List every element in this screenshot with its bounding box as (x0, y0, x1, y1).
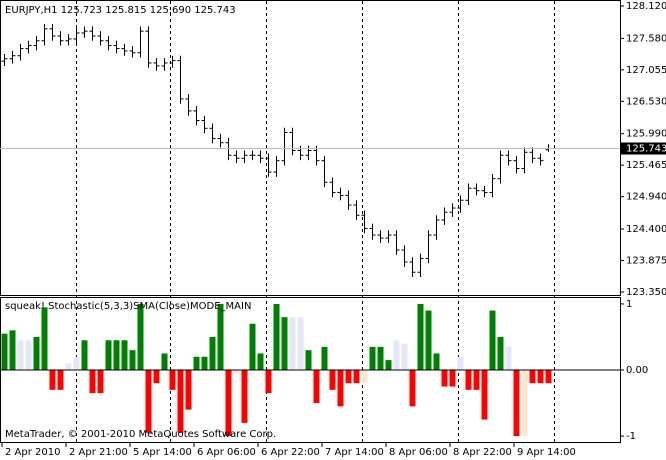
histogram-bar (393, 340, 400, 370)
y-tick-label: 128.120 (626, 1, 666, 12)
histogram-bar (497, 336, 504, 370)
histogram-bar (9, 330, 16, 370)
histogram-bar (177, 370, 184, 433)
last-price-box (621, 142, 666, 155)
y-tick-label: 123.350 (626, 287, 666, 298)
histogram-bar (193, 356, 200, 370)
histogram-bar (481, 370, 488, 420)
y-tick-label: 1 (626, 299, 632, 310)
histogram-bar (545, 370, 552, 384)
x-tick-label: 8 Apr 06:00 (389, 447, 448, 458)
histogram-bar (265, 370, 272, 394)
histogram-bar (113, 340, 120, 370)
histogram-bar (449, 370, 456, 387)
last-price-label: 125.743 (626, 144, 666, 155)
x-tick-label: 6 Apr 06:00 (197, 447, 256, 458)
x-tick-label: 9 Apr 14:00 (517, 447, 576, 458)
histogram-bar (121, 340, 128, 370)
indicator-title: squeak! Stochastic(5,3,3)SMA(Close)MODE_… (5, 301, 251, 312)
histogram-bar (433, 353, 440, 370)
histogram-bar (473, 370, 480, 390)
histogram-bar (489, 310, 496, 370)
histogram-bar (201, 356, 208, 370)
histogram-bar (457, 356, 464, 370)
histogram-bar (97, 370, 104, 394)
histogram-bar (289, 317, 296, 370)
histogram-bar (153, 370, 160, 384)
histogram-bar (465, 370, 472, 390)
histogram-bar (241, 370, 248, 423)
histogram-bar (305, 350, 312, 370)
histogram-bar (129, 350, 136, 370)
histogram-bar (385, 360, 392, 370)
histogram-bar (321, 346, 328, 370)
histogram-bar (425, 310, 432, 370)
histogram-bar (49, 370, 56, 390)
x-tick-label: 2 Apr 2010 (5, 447, 60, 458)
histogram-bar (1, 333, 8, 370)
x-tick-label: 2 Apr 21:00 (69, 447, 128, 458)
histogram-bar (185, 370, 192, 410)
histogram-bar (105, 340, 112, 370)
histogram-bar (41, 307, 48, 370)
histogram-bar (345, 370, 352, 384)
y-tick-label: 125.990 (626, 129, 666, 140)
histogram-bar (441, 370, 448, 387)
x-tick-label: 5 Apr 14:00 (133, 447, 192, 458)
histogram-bar (353, 370, 360, 384)
histogram-bar (329, 370, 336, 390)
histogram-bar (17, 340, 24, 370)
histogram-bar (25, 340, 32, 370)
histogram-bar (57, 370, 64, 390)
histogram-bar (297, 317, 304, 370)
y-tick-label: 124.400 (626, 224, 666, 235)
histogram-bar (161, 353, 168, 370)
histogram-bar (369, 346, 376, 370)
histogram-bar (521, 370, 528, 437)
price-panel (0, 0, 621, 296)
y-tick-label: 0.00 (626, 365, 648, 376)
histogram-bar (513, 370, 520, 437)
histogram-bar (217, 303, 224, 370)
histogram-bar (33, 336, 40, 370)
histogram-bar (233, 370, 240, 374)
histogram-bar (505, 346, 512, 370)
histogram-bar (249, 323, 256, 370)
y-tick-label: 124.940 (626, 192, 666, 203)
chart-title: EURJPY,H1 125.723 125.815 125.690 125.74… (5, 5, 236, 16)
histogram-bar (273, 303, 280, 370)
histogram-bar (337, 370, 344, 407)
histogram-bar (65, 363, 72, 370)
histogram-bar (257, 353, 264, 370)
x-tick-label: 7 Apr 14:00 (325, 447, 384, 458)
histogram-bar (313, 370, 320, 404)
histogram-bar (281, 317, 288, 370)
histogram-bar (417, 303, 424, 370)
histogram-bar (537, 370, 544, 384)
y-tick-label: 126.530 (626, 96, 666, 107)
y-tick-label: 127.580 (626, 33, 666, 44)
x-tick-label: 6 Apr 22:00 (261, 447, 320, 458)
y-tick-label: 127.055 (626, 65, 666, 76)
histogram-bar (145, 370, 152, 433)
histogram-bar (377, 346, 384, 370)
histogram-bar (73, 356, 80, 370)
histogram-bar (209, 336, 216, 370)
histogram-bar (409, 370, 416, 407)
histogram-bar (81, 340, 88, 370)
histogram-bar (137, 303, 144, 370)
copyright: MetaTrader, © 2001-2010 MetaQuotes Softw… (5, 429, 276, 440)
y-tick-label: 125.465 (626, 160, 666, 171)
histogram-bar (401, 343, 408, 370)
histogram-bar (169, 370, 176, 390)
y-tick-label: 123.875 (626, 256, 666, 267)
y-tick-label: -1 (626, 431, 636, 442)
histogram-bar (529, 370, 536, 384)
x-tick-label: 8 Apr 22:00 (453, 447, 512, 458)
histogram-bar (89, 370, 96, 394)
histogram-bar (361, 370, 368, 384)
histogram-bar (225, 370, 232, 437)
